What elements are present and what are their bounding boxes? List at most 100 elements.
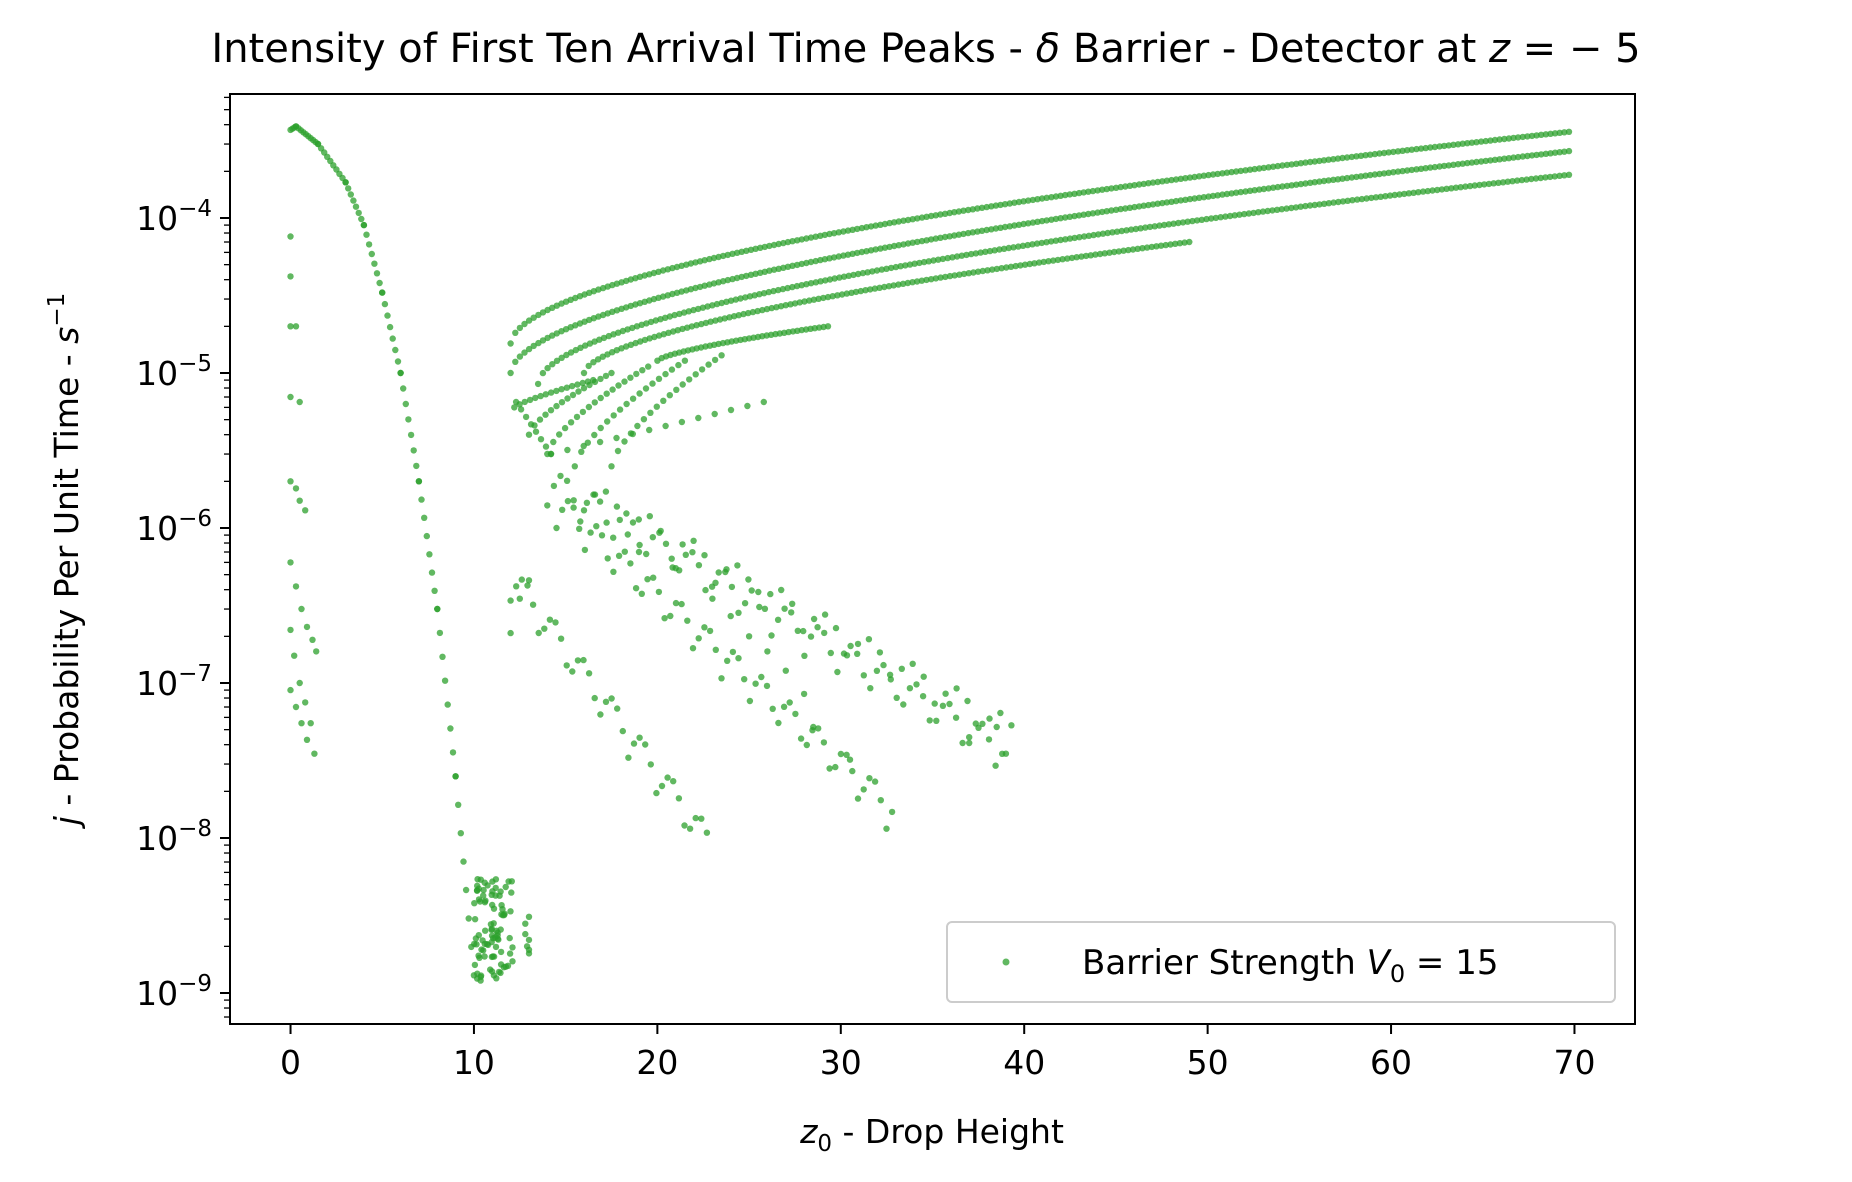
data-point-1112 [629,395,637,402]
data-point-403 [1431,143,1439,151]
data-point-787 [1118,227,1126,235]
data-point-1363 [686,825,694,832]
data-point-1251 [800,627,807,635]
data-point-1353 [630,740,638,747]
data-point-535 [978,227,986,234]
data-point-42 [384,312,391,319]
legend: Barrier Strength V0 = 15 [946,921,1616,1003]
data-point-812 [1236,211,1243,218]
data-point-1245 [734,562,741,569]
data-point-814 [1245,210,1253,217]
data-point-628 [1408,166,1416,174]
data-point-96 [287,626,294,634]
data-point-979 [1031,260,1038,267]
data-point-960 [942,273,949,281]
data-point-69 [447,725,454,732]
data-point-988 [1073,254,1080,261]
data-point-34 [365,241,373,248]
data-point-37 [373,270,381,277]
data-point-624 [1390,169,1397,176]
data-point-773 [1052,237,1060,244]
data-point-182 [478,946,485,953]
data-point-582 [1196,194,1203,201]
data-point-137 [488,926,495,934]
data-point-1001 [1134,245,1141,252]
data-point-1076 [564,395,571,402]
data-point-987 [1068,254,1076,262]
data-point-1089 [567,419,575,426]
data-point-1065 [574,381,581,388]
data-point-32 [360,221,368,229]
data-point-1098 [621,378,628,385]
data-point-171 [477,977,484,984]
data-point-1205 [834,668,841,676]
data-point-177 [484,882,491,889]
data-point-73 [455,801,462,808]
data-point-853 [1429,187,1436,194]
data-point-957 [928,276,935,283]
data-point-60 [426,551,433,558]
data-point-549 [1043,217,1050,224]
data-point-1109 [610,412,617,419]
data-point-762 [1000,245,1008,252]
data-point-72 [452,773,459,780]
data-point-1073 [547,407,555,414]
data-point-1066 [579,379,586,387]
data-point-842 [1377,193,1384,200]
data-point-664 [539,369,547,377]
data-point-1244 [723,566,730,573]
data-point-526 [937,234,944,241]
data-point-860 [1462,183,1469,190]
data-point-129 [489,953,497,960]
data-point-26 [347,191,354,198]
data-point-980 [1035,259,1043,266]
data-point-1169 [596,498,604,505]
data-point-1192 [748,587,755,594]
data-point-975 [1012,262,1019,270]
data-point-75 [460,858,467,865]
data-point-104 [303,736,311,743]
data-point-153 [474,876,481,883]
data-point-305 [978,204,986,211]
data-point-435 [516,353,524,360]
data-point-761 [996,246,1003,253]
data-point-1220 [933,717,940,724]
data-point-1268 [986,715,993,722]
data-point-1137 [711,356,719,364]
data-point-1338 [546,616,554,623]
x-tick-label-3: 30 [820,1043,862,1082]
data-point-187 [475,885,482,892]
data-point-759 [986,247,994,255]
data-point-1304 [741,676,748,683]
data-point-1362 [681,822,688,829]
data-point-764 [1010,244,1017,251]
data-point-1366 [703,829,711,836]
data-point-747 [930,257,937,264]
data-point-941 [852,288,860,296]
data-point-436 [521,349,528,356]
data-point-1125 [634,422,641,430]
data-point-1173 [623,510,630,517]
data-point-876 [1537,174,1544,182]
data-point-958 [932,275,940,282]
data-point-136 [509,944,516,951]
data-point-670 [567,349,575,356]
data-point-287 [895,218,902,225]
data-point-1259 [887,676,894,683]
y-axis-label: j - Probability Per Unit Time - s−1 [44,293,86,830]
data-point-1108 [604,418,611,425]
data-point-1104 [578,448,585,455]
data-point-633 [1431,163,1439,171]
data-point-366 [1260,164,1268,172]
data-point-1053 [511,404,518,411]
data-point-81 [287,273,294,280]
data-point-186 [492,934,499,941]
data-point-1318 [820,739,828,746]
data-point-1317 [815,725,822,732]
data-point-438 [530,342,537,350]
data-point-755 [968,250,975,258]
data-point-1256 [854,640,862,648]
data-point-1262 [920,673,927,680]
data-point-159 [499,906,506,913]
data-point-1172 [616,516,623,524]
